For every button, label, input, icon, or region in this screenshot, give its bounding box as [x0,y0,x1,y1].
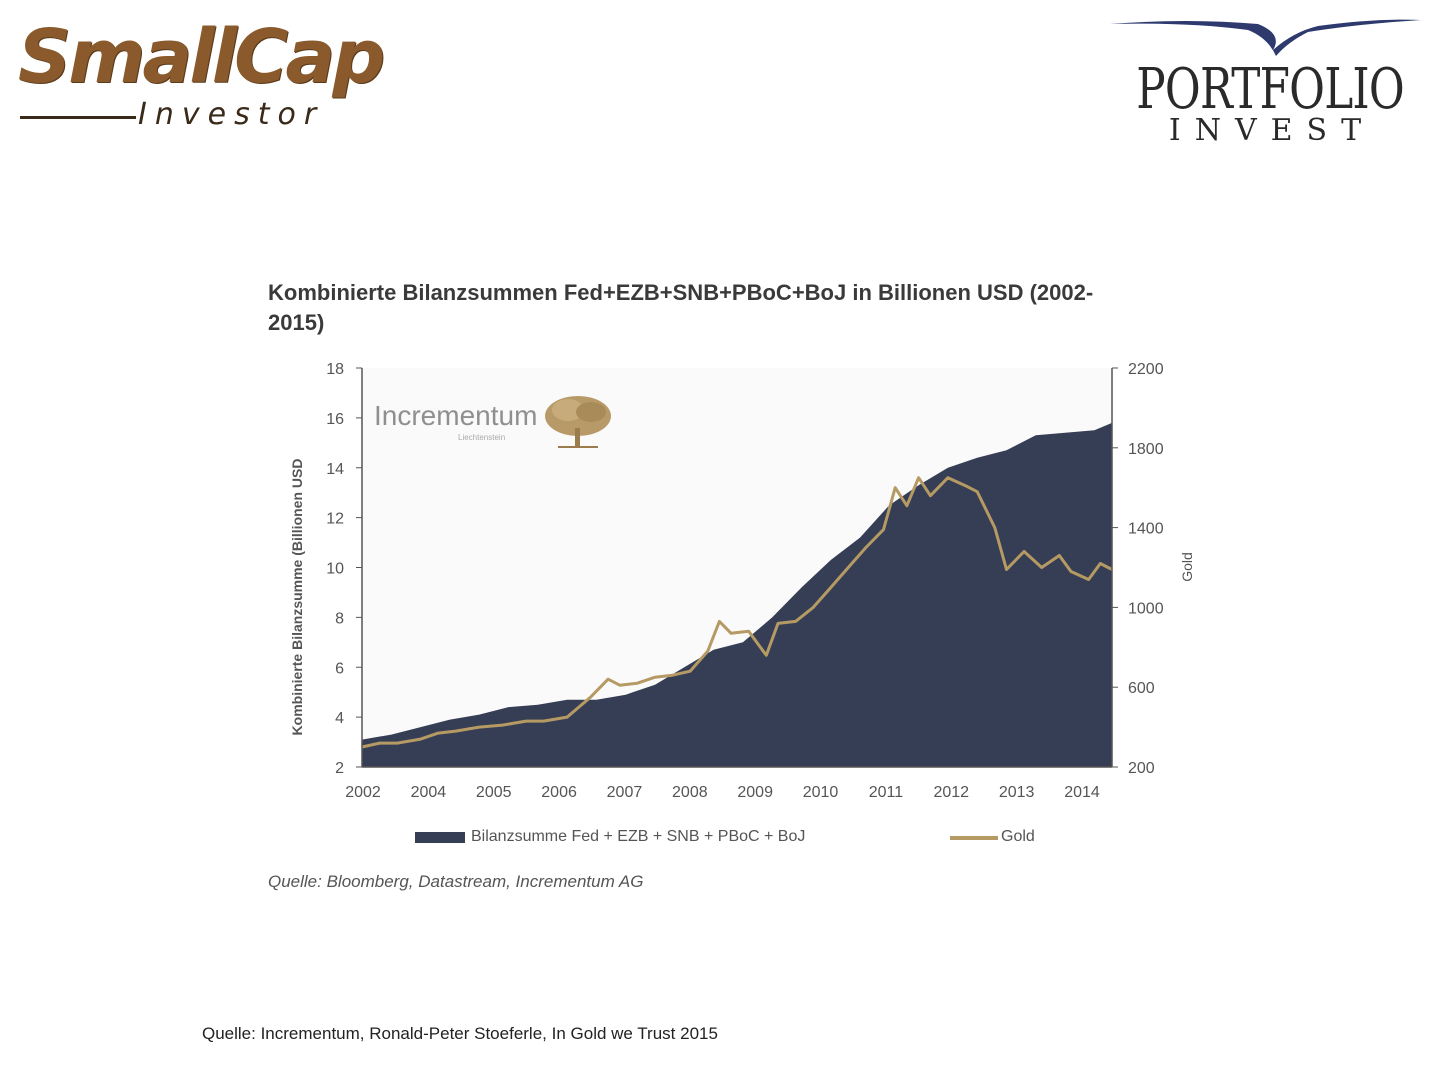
chart-source: Quelle: Bloomberg, Datastream, Increment… [268,872,644,891]
x-tick-label: 2005 [476,784,512,801]
x-tick-label: 2002 [345,784,381,801]
left-tick-label: 12 [326,511,344,528]
logo-left-sub: Investor [138,97,325,132]
chart-legend: Bilanzsumme Fed + EZB + SNB + PBoC + BoJ… [415,826,1095,848]
right-tick-label: 1800 [1128,441,1164,458]
x-tick-label: 2012 [933,784,969,801]
legend-swatch-gold [950,836,998,840]
right-axis-label: Gold [1179,552,1195,582]
right-tick-label: 200 [1128,760,1155,777]
watermark-sub: Liechtenstein [458,433,505,442]
left-tick-label: 2 [335,760,344,777]
x-tick-label: 2011 [869,784,904,801]
right-tick-label: 1400 [1128,521,1164,538]
left-tick-label: 14 [326,461,344,478]
series-gold-line [361,476,1113,749]
watermark-text: Incrementum [374,400,537,431]
x-tick-label: 2007 [607,784,643,801]
x-tick-label: 2013 [999,784,1035,801]
legend-swatch-area [415,832,465,843]
footer-source: Quelle: Incrementum, Ronald-Peter Stoefe… [202,1024,718,1043]
chart-title: Kombinierte Bilanzsummen Fed+EZB+SNB+PBo… [268,280,1094,335]
logo-right-sub: INVEST [1168,113,1376,148]
legend-label-bilanzsumme: Bilanzsumme Fed + EZB + SNB + PBoC + BoJ [471,828,806,845]
portfolio-invest-logo: PORTFOLIO INVEST [1100,10,1430,150]
logo-right-main: PORTFOLIO [1136,57,1404,122]
right-tick-label: 2200 [1128,361,1164,378]
x-tick-label: 2006 [541,784,577,801]
left-tick-label: 10 [326,561,344,578]
series-bilanzsumme-area [362,422,1112,767]
logo-left-rule [20,116,136,119]
left-tick-label: 8 [335,610,344,627]
tree-icon [545,396,611,448]
x-tick-label: 2010 [803,784,839,801]
smallcap-investor-logo: SmallCap Investor [18,14,418,139]
x-tick-label: 2009 [737,784,773,801]
left-tick-label: 16 [326,411,344,428]
wing-icon [1110,19,1421,57]
left-tick-label: 4 [335,710,344,727]
logo-left-main: SmallCap [18,14,385,100]
left-axis-label: Kombinierte Bilanzsumme (Billionen USD [289,459,305,736]
incrementum-watermark: Incrementum Liechtenstein [374,396,611,448]
x-tick-label: 2008 [672,784,708,801]
right-tick-label: 1000 [1128,600,1164,617]
x-tick-label: 2014 [1064,784,1100,801]
left-tick-label: 18 [326,361,344,378]
left-tick-label: 6 [335,660,344,677]
x-tick-label: 2004 [411,784,447,801]
right-tick-label: 600 [1128,680,1155,697]
legend-label-gold: Gold [1001,828,1035,845]
